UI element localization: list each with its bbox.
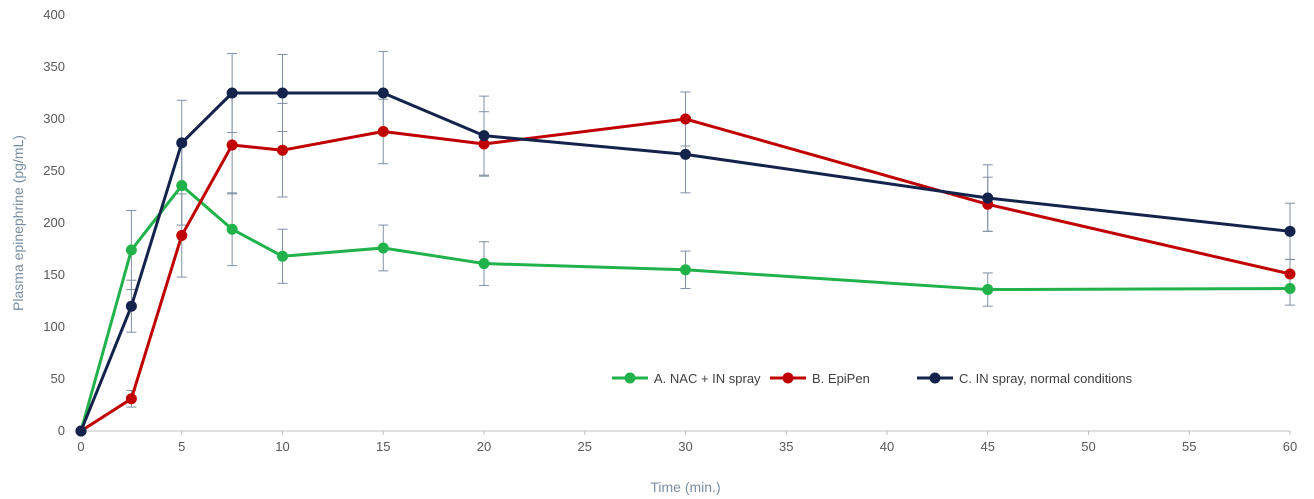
y-tick-label: 300 (43, 111, 65, 126)
data-point-2 (377, 125, 389, 137)
data-point-1 (176, 180, 188, 192)
y-tick-label: 50 (51, 371, 65, 386)
y-tick-label: 150 (43, 267, 65, 282)
data-point-3 (982, 192, 994, 204)
data-point-3 (377, 87, 389, 99)
x-tick-label: 60 (1283, 439, 1297, 454)
data-point-1 (226, 223, 238, 235)
x-tick-label: 55 (1182, 439, 1196, 454)
y-tick-label: 400 (43, 7, 65, 22)
error-bars (126, 50, 1295, 408)
legend-label: B. EpiPen (812, 371, 870, 386)
data-point-1 (982, 284, 994, 296)
data-point-2 (226, 139, 238, 151)
series-line-3 (79, 91, 1291, 432)
data-point-3 (176, 137, 188, 149)
x-tick-label: 15 (376, 439, 390, 454)
series-lines (79, 91, 1291, 433)
x-tick-label: 20 (477, 439, 491, 454)
y-tick-label: 350 (43, 59, 65, 74)
data-point-2 (680, 113, 691, 125)
series-points (75, 87, 1296, 437)
data-point-2 (176, 229, 188, 241)
x-tick-label: 35 (779, 439, 793, 454)
series-line-1 (79, 184, 1291, 432)
series-line-2 (80, 117, 1291, 433)
data-point-1 (377, 242, 389, 254)
x-tick-label: 25 (578, 439, 592, 454)
x-tick-label: 30 (678, 439, 692, 454)
legend-label: C. IN spray, normal conditions (959, 371, 1133, 386)
data-point-2 (478, 138, 490, 150)
y-axis-ticks: 0 50 100 150 200 250 300 350 400 (43, 7, 65, 438)
x-tick-label: 5 (178, 439, 185, 454)
data-point-3 (680, 148, 691, 160)
data-point-3 (226, 87, 238, 99)
x-axis-title: Time (min.) (650, 479, 720, 495)
legend-label: A. NAC + IN spray (654, 371, 761, 386)
x-tick-label: 0 (77, 439, 84, 454)
y-tick-label: 100 (43, 319, 65, 334)
y-tick-label: 250 (43, 163, 65, 178)
x-tick-label: 50 (1081, 439, 1095, 454)
x-tick-label: 45 (981, 439, 995, 454)
legend-swatch-marker (782, 372, 794, 384)
data-point-1 (1284, 283, 1296, 295)
x-tick-label: 40 (880, 439, 894, 454)
legend: A. NAC + IN spray B. EpiPen C. IN spray, n… (612, 371, 1133, 386)
data-point-3 (75, 425, 87, 437)
y-axis-title: Plasma epinephrine (pg/mL) (10, 135, 26, 311)
data-point-3 (1284, 225, 1296, 237)
data-point-1 (478, 258, 490, 270)
data-point-2 (125, 393, 137, 405)
legend-swatch-marker (929, 372, 941, 384)
data-point-3 (125, 300, 137, 312)
data-point-2 (277, 144, 288, 156)
data-point-3 (277, 87, 288, 99)
data-point-2 (1284, 268, 1296, 280)
y-tick-label: 0 (58, 423, 65, 438)
data-point-1 (277, 250, 288, 262)
data-point-3 (478, 130, 490, 142)
data-point-1 (125, 244, 137, 256)
x-axis-ticks: 0 5 10 15 20 25 30 35 40 45 50 55 60 (77, 431, 1297, 454)
y-tick-label: 200 (43, 215, 65, 230)
data-point-1 (680, 264, 691, 276)
legend-swatch-marker (624, 372, 636, 384)
x-tick-label: 10 (275, 439, 289, 454)
